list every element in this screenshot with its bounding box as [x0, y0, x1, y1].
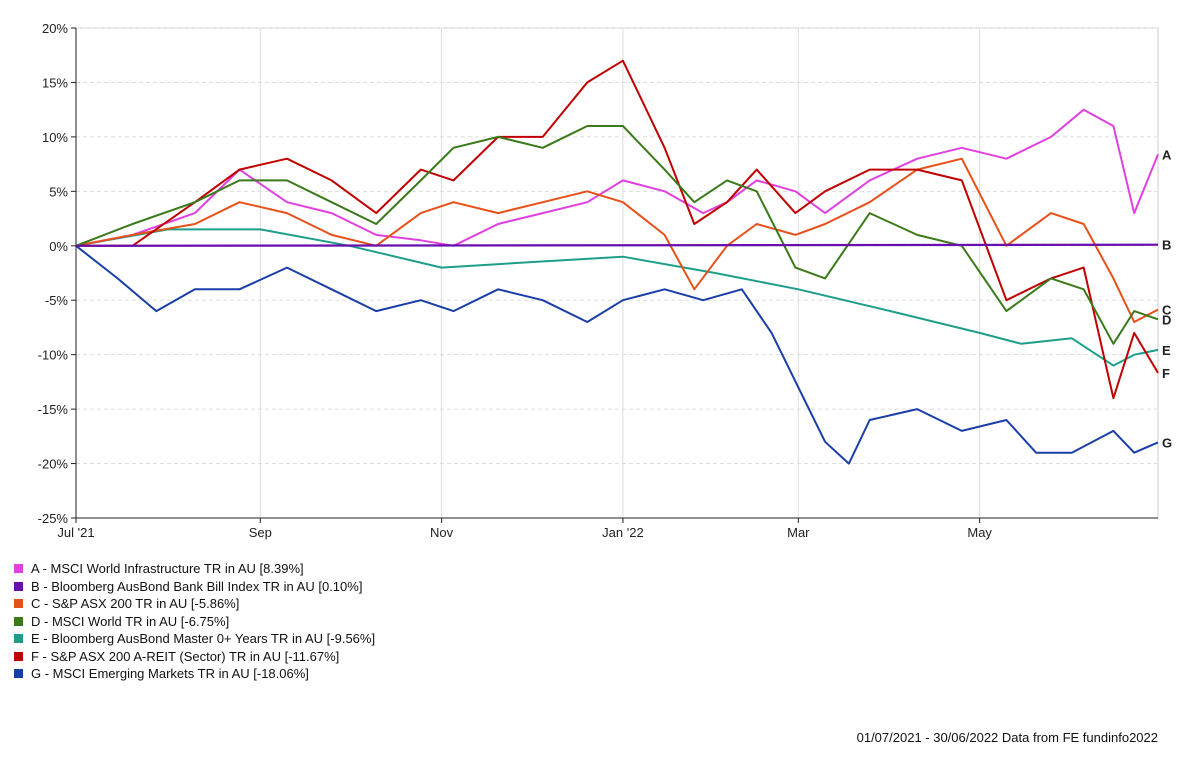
- series-end-label-d: D: [1162, 312, 1171, 327]
- x-tick-label: Jul '21: [57, 525, 94, 540]
- legend-swatch: [14, 581, 23, 591]
- series-end-label-c: C: [1162, 303, 1172, 318]
- series-line-e: [75, 228, 1159, 367]
- legend-item-b: B - Bloomberg AusBond Bank Bill Index TR…: [14, 578, 375, 596]
- legend-swatch: [14, 599, 23, 609]
- legend-item-c: C - S&P ASX 200 TR in AU [-5.86%]: [14, 595, 375, 613]
- legend-label: A - MSCI World Infrastructure TR in AU […: [31, 561, 304, 576]
- series-end-label-b: B: [1162, 238, 1171, 253]
- legend-label: E - Bloomberg AusBond Master 0+ Years TR…: [31, 631, 376, 646]
- y-tick-label: 5%: [49, 184, 68, 199]
- x-tick-label: Nov: [430, 525, 454, 540]
- legend-label: D - MSCI World TR in AU [-6.75%]: [31, 613, 230, 629]
- series-end-label-f: F: [1162, 366, 1170, 381]
- legend-label: C - S&P ASX 200 TR in AU [-5.86%]: [31, 596, 240, 611]
- plot-area: [75, 27, 1159, 519]
- series-lines: [75, 59, 1159, 465]
- y-tick-label: 0%: [49, 239, 68, 254]
- y-tick-label: 15%: [42, 75, 68, 90]
- y-tick-label: -20%: [38, 457, 69, 472]
- y-axis: -25% -20% -15% -10% -5% 0% 5% 10% 15% 20%: [38, 21, 76, 526]
- legend: A - MSCI World Infrastructure TR in AU […: [14, 560, 375, 683]
- series-end-label-e: E: [1162, 343, 1171, 358]
- y-tick-label: -5%: [45, 293, 69, 308]
- legend-item-f: F - S&P ASX 200 A-REIT (Sector) TR in AU…: [14, 648, 375, 666]
- footer-source: 01/07/2021 - 30/06/2022 Data from FE fun…: [856, 730, 1158, 745]
- series-line-a: [75, 108, 1159, 247]
- x-axis: Jul '21 Sep Nov Jan '22 Mar May: [57, 518, 992, 540]
- legend-item-g: G - MSCI Emerging Markets TR in AU [-18.…: [14, 665, 375, 683]
- x-tick-label: Jan '22: [602, 525, 644, 540]
- x-tick-label: Mar: [787, 525, 810, 540]
- y-tick-label: 10%: [42, 130, 68, 145]
- legend-label: G - MSCI Emerging Markets TR in AU [-18.…: [31, 666, 309, 681]
- line-chart: -25% -20% -15% -10% -5% 0% 5% 10% 15% 20% Jul '21…: [38, 21, 1172, 540]
- y-tick-label: -10%: [38, 348, 69, 363]
- series-end-labels: A B CD EF G: [1162, 147, 1172, 450]
- legend-swatch: [14, 564, 23, 574]
- legend-item-a: A - MSCI World Infrastructure TR in AU […: [14, 560, 375, 578]
- legend-item-d: D - MSCI World TR in AU [-6.75%]: [14, 613, 375, 631]
- legend-swatch: [14, 651, 23, 661]
- series-line-d: [75, 125, 1159, 345]
- legend-swatch: [14, 616, 23, 626]
- x-tick-label: May: [967, 525, 992, 540]
- series-end-label-a: A: [1162, 147, 1172, 162]
- x-tick-label: Sep: [249, 525, 272, 540]
- series-line-b: [75, 243, 1159, 247]
- series-end-label-g: G: [1162, 435, 1172, 450]
- series-line-c: [75, 157, 1159, 323]
- legend-label: B - Bloomberg AusBond Bank Bill Index TR…: [31, 578, 363, 594]
- series-line-g: [75, 245, 1159, 465]
- legend-swatch: [14, 634, 23, 644]
- legend-swatch: [14, 669, 23, 679]
- y-tick-label: -15%: [38, 402, 69, 417]
- y-tick-label: 20%: [42, 21, 68, 36]
- y-tick-label: -25%: [38, 511, 69, 526]
- legend-item-e: E - Bloomberg AusBond Master 0+ Years TR…: [14, 630, 375, 648]
- legend-label: F - S&P ASX 200 A-REIT (Sector) TR in AU…: [31, 648, 340, 664]
